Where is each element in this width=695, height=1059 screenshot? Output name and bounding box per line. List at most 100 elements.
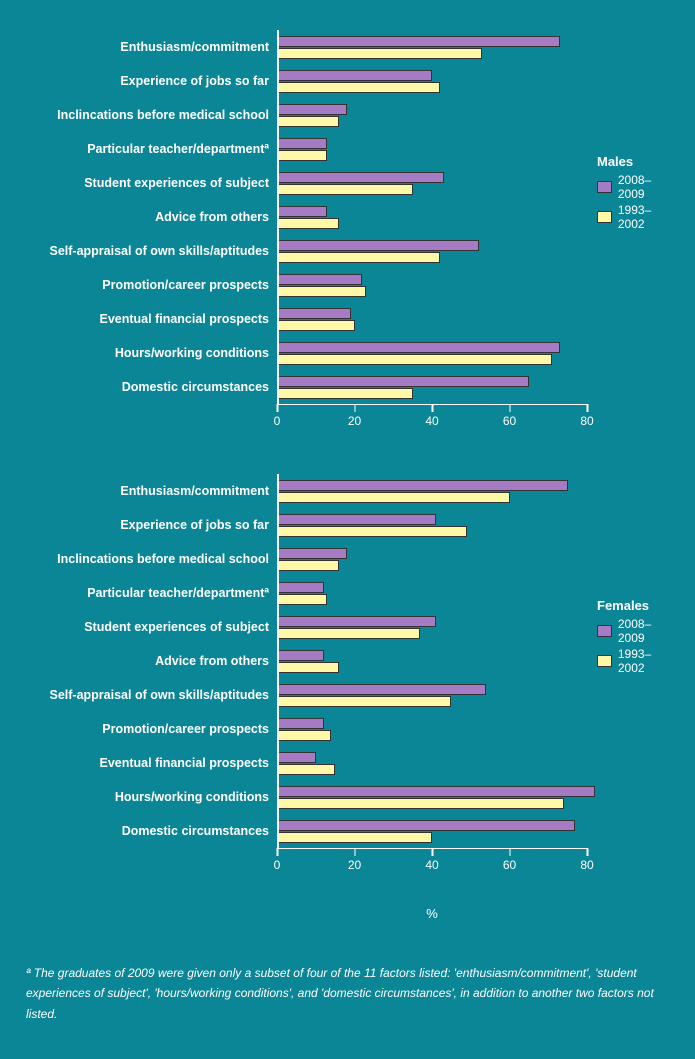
bar-b (277, 798, 564, 809)
category-label: Self-appraisal of own skills/aptitudes (22, 244, 277, 258)
bars-cell (277, 132, 587, 166)
legend-item: 2008–2009 (597, 617, 673, 645)
bar-a (277, 684, 486, 695)
category-row: Inclincations before medical school (22, 542, 673, 576)
bars-cell (277, 678, 587, 712)
bar-b (277, 832, 432, 843)
bars-cell (277, 98, 587, 132)
bar-b (277, 218, 339, 229)
bar-b (277, 662, 339, 673)
category-label: Student experiences of subject (22, 620, 277, 634)
category-row: Student experiences of subject (22, 166, 673, 200)
bars-cell (277, 268, 587, 302)
bar-b (277, 492, 510, 503)
bar-b (277, 628, 420, 639)
category-row: Domestic circumstances (22, 370, 673, 404)
bar-b (277, 354, 552, 365)
bar-b (277, 730, 331, 741)
bars-cell (277, 234, 587, 268)
y-axis-line (277, 474, 279, 848)
bars-cell (277, 370, 587, 404)
category-row: Inclincations before medical school (22, 98, 673, 132)
tick: 0 (277, 404, 278, 412)
bar-a (277, 70, 432, 81)
category-label: Particular teacher/departmentª (22, 586, 277, 600)
legend-swatch (597, 625, 612, 637)
bar-a (277, 718, 324, 729)
category-label: Enthusiasm/commitment (22, 484, 277, 498)
bar-a (277, 36, 560, 47)
bar-b (277, 560, 339, 571)
tick-label: 20 (348, 858, 361, 872)
bar-b (277, 320, 355, 331)
tick: 20 (354, 404, 355, 412)
category-label: Eventual financial prospects (22, 756, 277, 770)
x-axis: 0 20 40 60 80 (22, 848, 673, 878)
category-label: Particular teacher/departmentª (22, 142, 277, 156)
legend-item: 1993–2002 (597, 647, 673, 675)
category-row: Hours/working conditions (22, 780, 673, 814)
legend-swatch (597, 655, 612, 667)
tick-label: 20 (348, 414, 361, 428)
category-row: Enthusiasm/commitment (22, 474, 673, 508)
bar-b (277, 48, 482, 59)
bar-a (277, 308, 351, 319)
bar-a (277, 786, 595, 797)
bar-b (277, 150, 327, 161)
tick: 60 (509, 848, 510, 856)
category-label: Enthusiasm/commitment (22, 40, 277, 54)
category-label: Advice from others (22, 210, 277, 224)
legend-title: Males (597, 154, 673, 169)
bar-a (277, 514, 436, 525)
bar-a (277, 342, 560, 353)
bars-cell (277, 746, 587, 780)
tick: 0 (277, 848, 278, 856)
bars-cell (277, 712, 587, 746)
category-label: Experience of jobs so far (22, 518, 277, 532)
tick-label: 40 (425, 858, 438, 872)
bar-b (277, 184, 413, 195)
bar-b (277, 594, 327, 605)
category-row: Particular teacher/departmentª (22, 576, 673, 610)
tick-label: 80 (580, 414, 593, 428)
legend: Males 2008–20091993–2002 (597, 154, 673, 233)
chart-males: Enthusiasm/commitment Experience of jobs … (22, 30, 673, 434)
legend-swatch (597, 181, 612, 193)
category-label: Promotion/career prospects (22, 722, 277, 736)
category-row: Promotion/career prospects (22, 268, 673, 302)
x-axis: 020406080 (22, 404, 673, 434)
legend-swatch (597, 211, 612, 223)
category-label: Experience of jobs so far (22, 74, 277, 88)
legend-label: 2008–2009 (618, 173, 673, 201)
tick-label: 0 (274, 858, 281, 872)
bar-b (277, 82, 440, 93)
y-axis-line (277, 30, 279, 404)
tick: 40 (432, 404, 433, 412)
bar-a (277, 820, 575, 831)
bar-b (277, 252, 440, 263)
bars-cell (277, 166, 587, 200)
bars-cell (277, 814, 587, 848)
bar-b (277, 764, 335, 775)
tick-label: 40 (425, 414, 438, 428)
category-row: Advice from others (22, 644, 673, 678)
footnote: ª The graduates of 2009 were given only … (22, 963, 673, 1024)
category-label: Inclincations before medical school (22, 108, 277, 122)
tick: 20 (354, 848, 355, 856)
category-row: Self-appraisal of own skills/aptitudes (22, 678, 673, 712)
category-label: Hours/working conditions (22, 790, 277, 804)
bar-a (277, 376, 529, 387)
category-row: Domestic circumstances (22, 814, 673, 848)
category-row: Experience of jobs so far (22, 64, 673, 98)
bars-cell (277, 302, 587, 336)
bar-a (277, 172, 444, 183)
category-label: Domestic circumstances (22, 380, 277, 394)
tick: 80 (587, 848, 588, 856)
category-row: Experience of jobs so far (22, 508, 673, 542)
bars-cell (277, 780, 587, 814)
bar-a (277, 138, 327, 149)
legend-item: 1993–2002 (597, 203, 673, 231)
bar-b (277, 388, 413, 399)
category-label: Hours/working conditions (22, 346, 277, 360)
bar-a (277, 104, 347, 115)
